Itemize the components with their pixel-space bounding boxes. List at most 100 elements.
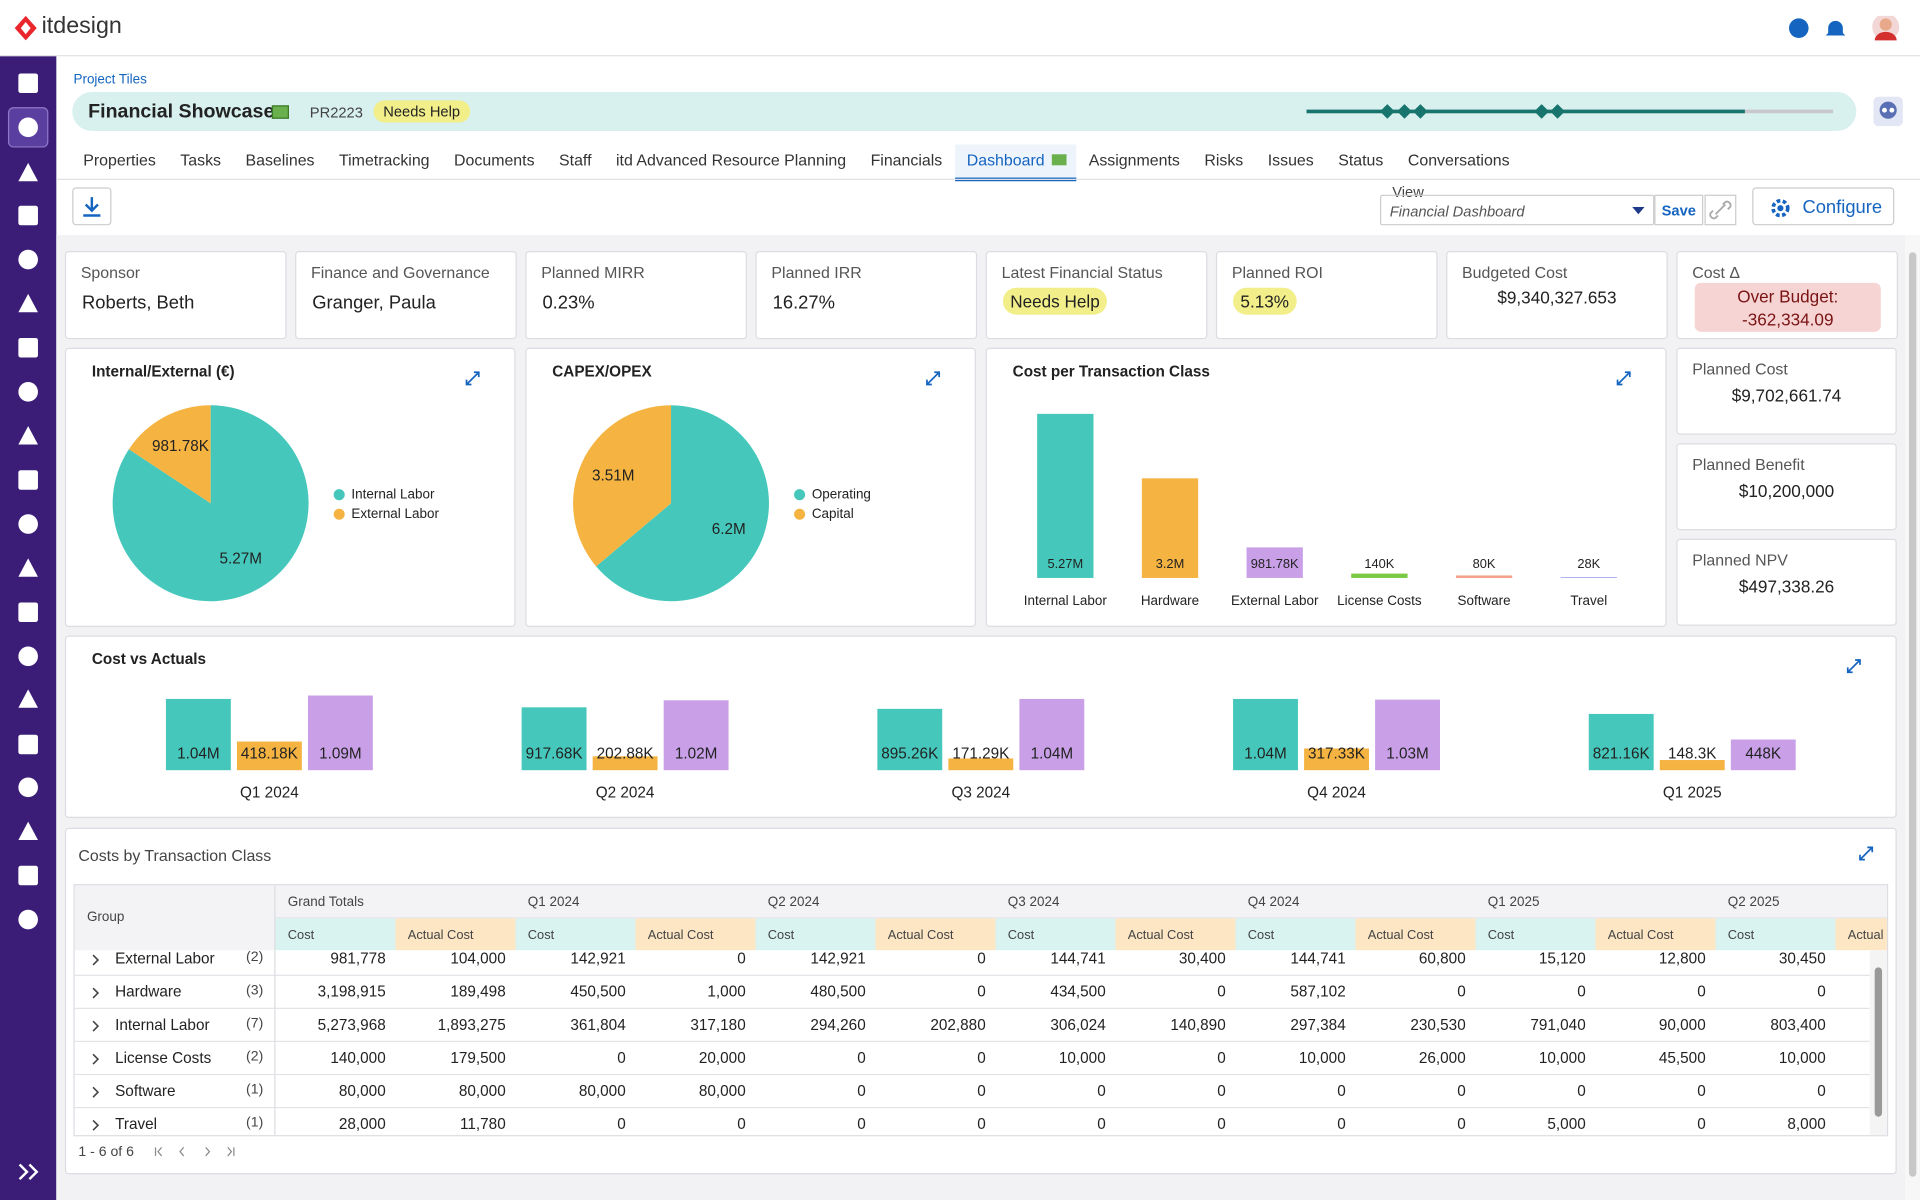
link-button[interactable]: [1704, 194, 1737, 226]
export-button[interactable]: [72, 187, 112, 226]
nav-icon[interactable]: [18, 162, 38, 182]
tab[interactable]: Timetracking: [339, 150, 430, 169]
tab[interactable]: Tasks: [180, 150, 222, 169]
configure-button[interactable]: Configure: [1752, 187, 1895, 226]
column-header[interactable]: Actual Cost: [875, 918, 996, 951]
bar-label: 448K: [1745, 745, 1782, 762]
column-header[interactable]: Actual Cost: [1595, 918, 1716, 951]
grid-cell: 80,000: [338, 1082, 386, 1100]
nav-icon[interactable]: [18, 734, 38, 755]
expand-button[interactable]: [1616, 371, 1631, 386]
expand-button[interactable]: [465, 371, 480, 386]
column-header[interactable]: Cost: [1235, 918, 1356, 951]
row-toggle[interactable]: [89, 986, 101, 999]
bar: [1246, 547, 1303, 578]
row-count: (7): [246, 1016, 264, 1032]
nav-icon[interactable]: [18, 602, 38, 623]
kpi-label: Sponsor: [80, 263, 141, 282]
row-toggle[interactable]: [89, 1118, 101, 1131]
tab[interactable]: itd Advanced Resource Planning: [615, 150, 847, 169]
breadcrumb[interactable]: Project Tiles: [73, 72, 147, 87]
nav-icon[interactable]: [18, 777, 38, 798]
nav-icon[interactable]: [18, 821, 38, 841]
nav-icon[interactable]: [18, 689, 38, 708]
tab[interactable]: Properties: [83, 150, 156, 169]
nav-icon[interactable]: [18, 73, 38, 94]
bar-label: 917.68K: [526, 745, 584, 762]
kpi-label: Cost Δ: [1692, 263, 1741, 282]
grid-cell: 294,260: [810, 1016, 866, 1034]
bar-label: 1.04M: [1031, 745, 1074, 762]
money-icon: [1051, 154, 1067, 166]
x-label: Q3 2024: [951, 785, 1010, 802]
nav-icon[interactable]: [18, 909, 38, 930]
grid-cell: 90,000: [1658, 1016, 1706, 1034]
pie-slice: [573, 405, 672, 567]
pager-text: 1 - 6 of 6: [78, 1144, 134, 1160]
grid-cell: 791,040: [1530, 1016, 1586, 1034]
nav-icon[interactable]: [18, 382, 38, 402]
column-header[interactable]: Actual Cost: [1355, 918, 1476, 951]
tab[interactable]: Risks: [1204, 150, 1244, 169]
nav-icon[interactable]: [18, 117, 38, 138]
period-header: Q2 2024: [755, 885, 996, 919]
table-title: Costs by Transaction Class: [78, 846, 272, 865]
nav-icon[interactable]: [18, 337, 38, 358]
grid-cell: 20,000: [698, 1049, 746, 1067]
tab[interactable]: Documents: [454, 150, 535, 169]
bar: [877, 708, 943, 771]
tab[interactable]: Status: [1338, 150, 1384, 169]
x-label: Q1 2025: [1663, 785, 1722, 802]
nav-icon[interactable]: [18, 646, 38, 667]
column-header[interactable]: Cost: [515, 918, 636, 951]
nav-icon[interactable]: [18, 293, 38, 313]
column-header[interactable]: Cost: [1715, 918, 1836, 951]
nav-icon[interactable]: [18, 205, 38, 226]
kpi-value: Roberts, Beth: [82, 292, 195, 314]
grid-cell: 144,741: [1290, 950, 1346, 968]
column-header[interactable]: Cost: [1475, 918, 1596, 951]
grid-cell: 28,000: [338, 1115, 386, 1133]
column-header[interactable]: Actual Cost: [395, 918, 516, 951]
tab[interactable]: Assignments: [1088, 150, 1180, 169]
row-toggle[interactable]: [89, 1052, 101, 1065]
nav-icon[interactable]: [18, 865, 38, 886]
expand-slot[interactable]: [1856, 844, 1876, 864]
column-header[interactable]: Cost: [755, 918, 876, 951]
column-header[interactable]: Actual Cost: [1835, 918, 1887, 951]
tab[interactable]: Staff: [559, 150, 592, 169]
nav-icon[interactable]: [18, 470, 38, 490]
grid-cell: 0: [977, 1049, 986, 1067]
column-header[interactable]: Actual Cost: [1115, 918, 1236, 951]
pager-nav[interactable]: [152, 1144, 250, 1161]
column-header[interactable]: Cost: [995, 918, 1116, 951]
row-toggle[interactable]: [89, 1085, 101, 1098]
tab[interactable]: Financials: [870, 150, 943, 169]
kpi-card: Sponsor Roberts, Beth: [64, 251, 287, 340]
column-header[interactable]: Actual Cost: [635, 918, 756, 951]
bar-label: 3.2M: [1156, 556, 1185, 571]
expand-button[interactable]: [926, 371, 941, 386]
nav-icon[interactable]: [18, 249, 38, 270]
view-select[interactable]: Financial Dashboard: [1380, 194, 1655, 226]
expand-button[interactable]: [1846, 659, 1861, 674]
expand-icon[interactable]: [18, 1163, 39, 1181]
save-button[interactable]: Save: [1654, 194, 1704, 226]
x-label: Internal Labor: [1024, 593, 1108, 608]
tab[interactable]: Conversations: [1407, 150, 1510, 169]
nav-icon[interactable]: [18, 514, 38, 534]
pie-slice: [112, 405, 309, 602]
tab[interactable]: Dashboard: [954, 144, 1077, 182]
column-header[interactable]: Cost: [275, 918, 396, 951]
kpi-card: Planned Benefit $10,200,000: [1676, 443, 1897, 531]
tab[interactable]: Baselines: [245, 150, 315, 169]
row-toggle[interactable]: [89, 1019, 101, 1032]
nav-icon[interactable]: [18, 558, 38, 577]
row-toggle[interactable]: [89, 953, 101, 966]
row-name: Software: [115, 1082, 176, 1100]
tab[interactable]: Issues: [1267, 150, 1314, 169]
grid-cell: 0: [857, 1049, 866, 1067]
nav-icon[interactable]: [18, 426, 38, 445]
row-head: External Labor (2): [75, 950, 276, 976]
